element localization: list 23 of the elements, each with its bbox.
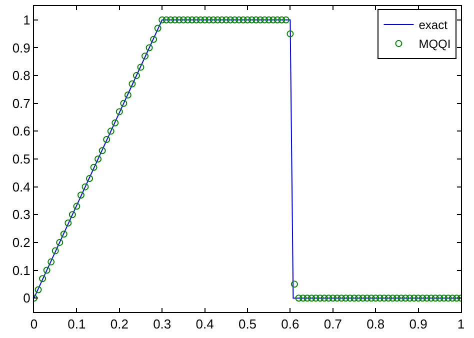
- x-tick-label: 1: [457, 316, 465, 332]
- legend-label: exact: [418, 18, 448, 32]
- x-tick-label: 0.5: [238, 316, 257, 332]
- y-tick-label: 0: [23, 290, 30, 306]
- x-tick-label: 0.4: [196, 316, 214, 332]
- x-tick-label: 0.8: [366, 316, 385, 332]
- y-tick-label: 0.3: [12, 207, 30, 222]
- x-tick-label: 0.7: [324, 316, 342, 332]
- y-tick-label: 0.4: [12, 179, 30, 194]
- x-tick-label: 0.9: [409, 316, 428, 332]
- y-tick-label: 0.6: [12, 124, 30, 139]
- legend-label: MQQI: [418, 37, 451, 52]
- y-tick-label: 1: [23, 12, 30, 28]
- y-tick-label: 0.7: [12, 96, 30, 111]
- x-tick-label: 0.6: [281, 316, 300, 332]
- x-tick-label: 0.2: [110, 316, 128, 332]
- y-tick-label: 0.1: [12, 262, 30, 278]
- y-tick-label: 0.2: [12, 235, 30, 250]
- x-tick-label: 0.1: [68, 316, 86, 332]
- x-tick-label: 0.3: [153, 316, 172, 332]
- y-tick-label: 0.9: [12, 40, 30, 56]
- y-tick-label: 0.8: [12, 68, 30, 84]
- y-tick-label: 0.5: [12, 152, 30, 167]
